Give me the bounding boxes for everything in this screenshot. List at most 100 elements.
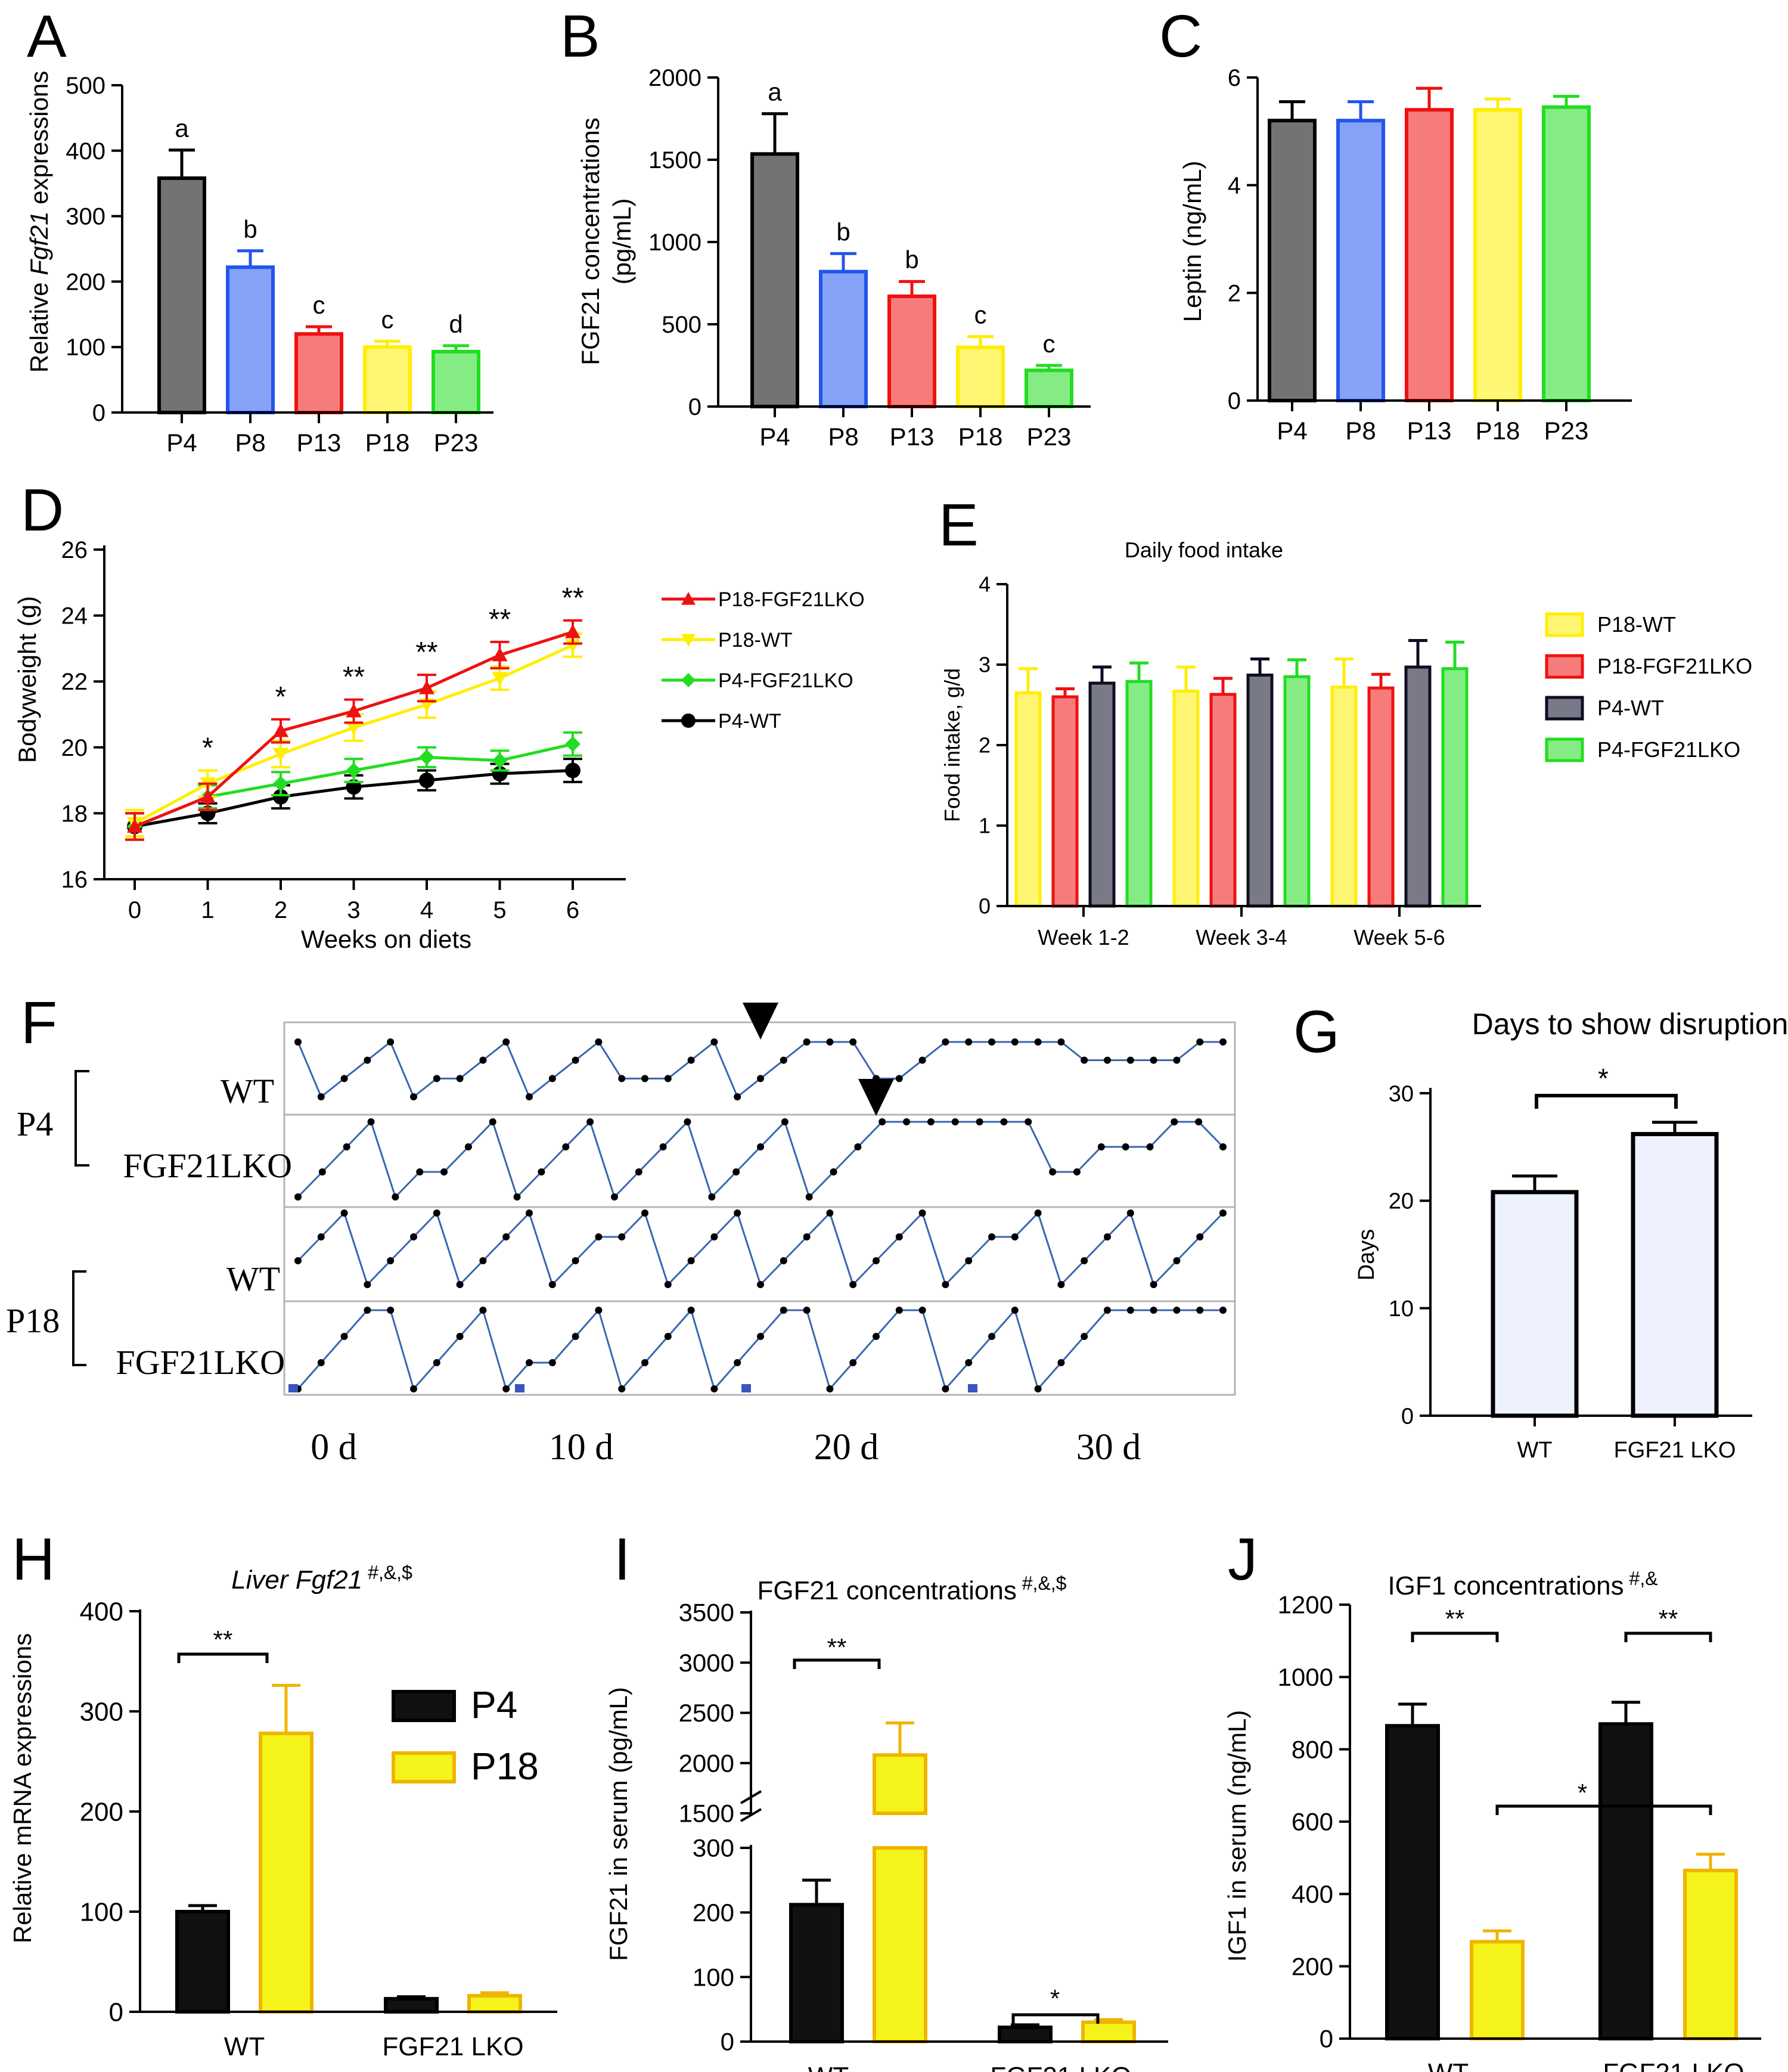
chart-e-bars [1014,639,1469,908]
chart-h-significance: ** [177,1626,269,1663]
chart-i-ylabel: FGF21 in serum (pg/mL) [604,1687,632,1961]
chart-f-trace-point-1-15 [659,1143,667,1150]
chart-i-bar-P18-FGF21 LKO [1081,2020,1136,2043]
chart-f-row-label-p18-wt: WT [226,1260,280,1298]
chart-d-ytick-label-22: 22 [61,669,88,695]
chart-d-point-P4-WT-2 [273,789,288,805]
chart-d-point-P4-WT-4 [419,773,434,789]
chart-f-trace-point-1-7 [464,1143,472,1150]
chart-e-legend-swatch-P18-WT [1545,612,1584,637]
chart-f-trace-point-0-21 [780,1056,787,1064]
chart-f-day-marker-20 [741,1384,751,1392]
chart-f-trace-point-3-3 [364,1307,371,1314]
chart-g-bar-WT [1491,1190,1579,1418]
chart-f-trace-point-0-4 [387,1038,395,1046]
chart-c-ytick-label-6: 6 [1228,65,1241,91]
chart-i-title-superscript: #,&,$ [1017,1572,1067,1594]
chart-f-trace-point-1-21 [805,1193,813,1201]
chart-f-trace-point-0-2 [340,1075,348,1082]
chart-b-xlabel-0: P4 [759,423,790,451]
chart-a-letter-1: b [243,215,257,243]
chart-g-bar-FGF21 LKO [1631,1132,1719,1418]
chart-f-trace-point-1-20 [781,1118,789,1125]
chart-i-significance-bracket-lko [1011,2013,1100,2024]
chart-a-letter-4: d [449,310,462,338]
chart-b-xlabels: P4 P8 P13 P18 P23 [759,407,1071,451]
panel-letter-h: H [12,1526,55,1593]
chart-j-ytick-label-800: 800 [1292,1735,1333,1763]
chart-f-trace-point-2-14 [618,1233,626,1240]
chart-f-trace-point-3-30 [988,1333,995,1340]
chart-a: 0 100 200 300 400 500 Relative Fgf21 expressi… [25,71,493,457]
chart-h-bar-P18-FGF21 LKO [467,1994,522,2014]
chart-i-axis-break-1 [740,1790,762,1804]
chart-f-trace-point-2-8 [479,1257,487,1264]
chart-e-ytick-label-3: 3 [979,653,991,677]
chart-f-trace-point-0-8 [479,1056,487,1064]
chart-f-trace-point-0-17 [687,1056,695,1064]
chart-j-ytick-label-1200: 1200 [1278,1591,1333,1619]
chart-d-point-P18-FGF21LKO-6 [565,624,581,638]
chart-d-xtick-label-6: 6 [566,897,579,923]
chart-f-xlabel-0: 0 d [311,1427,357,1468]
chart-b-letter-0: a [768,78,782,106]
chart-f-trace-point-3-6 [433,1359,440,1366]
chart-f-trace-point-3-19 [734,1359,741,1366]
chart-f-traces [294,1038,1227,1392]
chart-j-significance-label-wt: ** [1445,1605,1465,1633]
chart-e-ylabel: Food intake, g/d [940,668,964,822]
chart-j-title: IGF1 concentrations #,& [1387,1568,1657,1600]
chart-e-bar-P4-WT-2 [1404,665,1432,908]
chart-f-trace-point-2-29 [965,1257,973,1264]
chart-f-trace-point-2-22 [803,1233,811,1240]
chart-f-trace-point-0-35 [1104,1056,1111,1064]
panel-letter-a: A [27,3,67,70]
chart-f-trace-point-1-1 [318,1168,326,1175]
chart-d-legend-label-P18-WT: P18-WT [718,629,793,652]
chart-d-ytick-label-20: 20 [61,735,88,761]
chart-d-xtick-label-1: 1 [201,897,214,923]
chart-f-trace-point-3-8 [479,1307,487,1314]
chart-b-ylabel-line-1: FGF21 concentrations [576,117,604,365]
chart-f-trace-point-1-16 [684,1118,691,1125]
chart-f-trace-point-3-27 [918,1307,926,1314]
chart-a-ylabel: Relative Fgf21 expressions [25,71,53,373]
chart-f-trace-point-2-25 [873,1257,880,1264]
chart-d-xlabel: Weeks on diets [301,925,471,953]
chart-e-bar-P18-FGF21LKO-2 [1367,686,1395,908]
chart-d-xtick-label-2: 2 [274,897,287,923]
chart-a-xlabel-1: P8 [235,429,265,457]
chart-h-ylabel: Relative mRNA expressions [8,1633,36,1944]
chart-d-xaxis-labels: 0 1 2 3 4 5 6 [128,879,579,923]
chart-f-trace-point-0-32 [1034,1038,1042,1046]
chart-d-xtick-label-4: 4 [420,897,433,923]
chart-f-trace-point-1-22 [830,1168,837,1175]
chart-f-trace-point-0-22 [803,1038,811,1046]
chart-e-legend-label-P4-WT: P4-WT [1597,696,1664,720]
chart-f-trace-point-3-1 [317,1359,325,1366]
chart-f-trace-point-2-39 [1196,1233,1204,1240]
chart-f-trace-point-2-23 [826,1209,834,1217]
chart-a-letter-2: c [313,291,325,319]
chart-g-ylabel: Days [1354,1229,1379,1281]
chart-d-significance-4: ** [415,637,437,668]
chart-b-xlabel-1: P8 [828,423,858,451]
chart-g-ytick-label-30: 30 [1389,1081,1414,1106]
chart-f-trace-point-2-32 [1034,1209,1042,1217]
chart-i-axis-break-2 [740,1808,762,1822]
chart-f-trace-point-1-12 [586,1118,594,1125]
chart-f-trace-point-0-19 [734,1093,741,1100]
chart-g-ytick-label-0: 0 [1401,1404,1414,1429]
chart-j-significance-bracket-lko [1624,1631,1712,1642]
chart-h-significance-bracket [177,1652,269,1663]
chart-h-xlabel-1: FGF21 LKO [382,2032,523,2061]
chart-f-bracket-p4 [74,1070,89,1167]
chart-b: 0 500 1000 1500 2000 FGF21 concentrations (p… [576,65,1091,451]
chart-g: Days to show disruption 0 10 20 30 Days * W… [1354,1007,1788,1463]
chart-b-letters: a b b c c [768,78,1055,358]
chart-f-trace-point-3-15 [641,1359,648,1366]
chart-a-bar-P13 [294,332,343,414]
chart-i-low-ytick-label-0: 0 [721,2028,734,2056]
